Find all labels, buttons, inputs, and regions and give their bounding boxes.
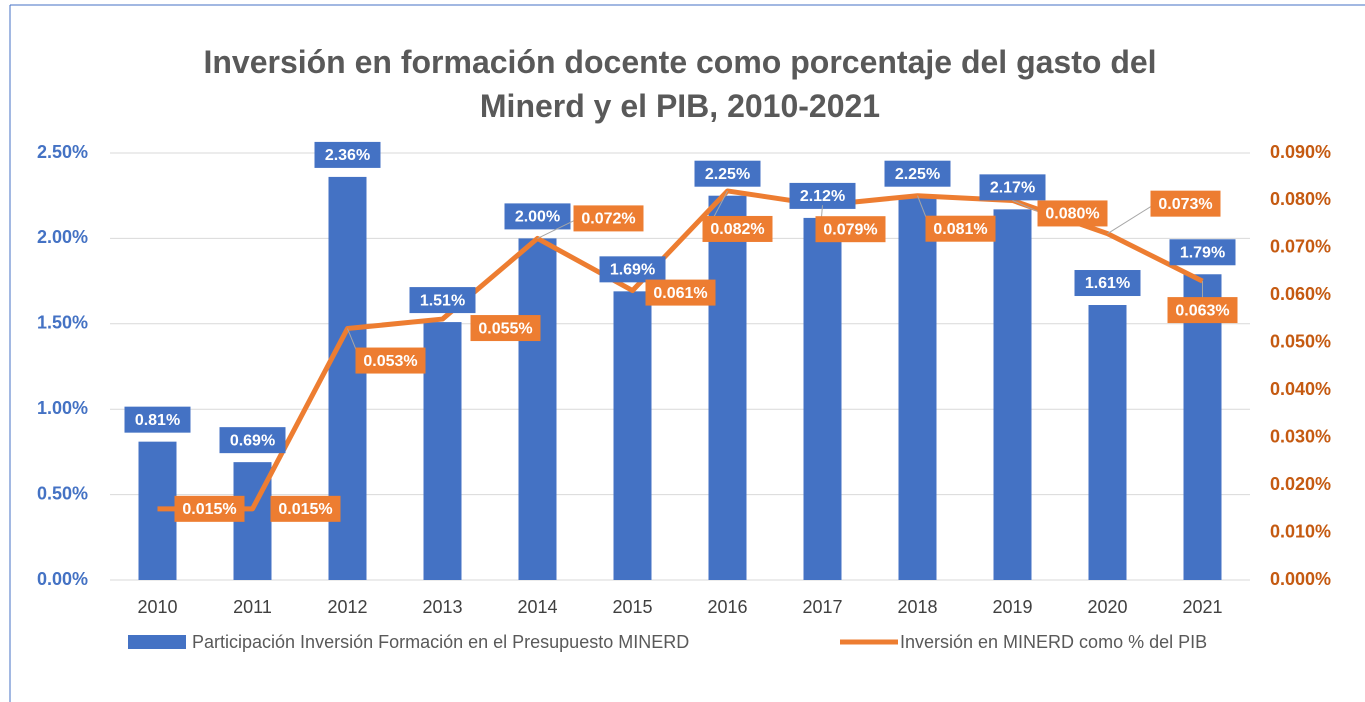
x-tick-label: 2015 [612,597,652,617]
line-value-label: 0.082% [710,221,764,238]
bar [1088,305,1127,580]
line-value-label-box [815,216,886,243]
legend-label: Inversión en MINERD como % del PIB [900,632,1207,652]
bar-value-label: 2.17% [990,180,1035,197]
line-value-label-box [174,495,245,522]
line-value-label-box [270,495,341,522]
line-value-label: 0.072% [581,211,635,228]
line-value-label: 0.055% [478,320,532,337]
bar-value-label-box [124,406,191,433]
line-value-label-box [1037,200,1108,227]
y2-tick-label: 0.030% [1270,426,1331,446]
bar [1183,274,1222,580]
bar-value-label-box [409,287,476,314]
bar-value-label-box [504,203,571,230]
y2-tick-label: 0.020% [1270,474,1331,494]
bar-value-label: 0.81% [135,412,180,429]
y2-tick-label: 0.050% [1270,332,1331,352]
bar-value-label: 0.69% [230,432,275,449]
y-tick-label: 2.50% [37,142,88,162]
y-tick-label: 0.00% [37,569,88,589]
x-tick-label: 2019 [992,597,1032,617]
bar-value-label-box [979,174,1046,201]
line-value-label-box [573,205,644,232]
bar [423,322,462,580]
line-value-label: 0.053% [363,353,417,370]
legend-label: Participación Inversión Formación en el … [192,632,689,652]
bar [518,238,557,580]
bar [613,291,652,580]
y-tick-label: 1.50% [37,313,88,333]
line-value-label: 0.015% [278,501,332,518]
y-tick-label: 0.50% [37,483,88,503]
x-tick-label: 2014 [517,597,557,617]
line-value-label-box [355,347,426,374]
line-value-label-box [702,215,773,242]
leader-line [1107,203,1156,235]
x-tick-label: 2013 [422,597,462,617]
bar-value-label-box [599,256,666,283]
line-value-label: 0.081% [933,221,987,238]
bar-value-label-box [314,141,381,168]
y-tick-label: 2.00% [37,227,88,247]
bar-value-label: 2.36% [325,147,370,164]
x-tick-label: 2011 [233,597,272,617]
bar-value-label: 2.25% [895,166,940,183]
y2-tick-label: 0.080% [1270,189,1331,209]
y2-tick-label: 0.000% [1270,569,1331,589]
x-tick-label: 2012 [327,597,367,617]
bar [993,209,1032,580]
legend-swatch [128,635,186,649]
bar-value-label-box [1169,239,1236,266]
bar [803,217,842,581]
line-value-label: 0.015% [182,501,236,518]
line-value-label: 0.063% [1175,302,1229,319]
bar-value-label-box [789,182,856,209]
bar-value-label-box [1074,270,1141,297]
y2-tick-label: 0.010% [1270,521,1331,541]
line [157,188,1204,512]
bar [898,195,937,580]
line-value-label: 0.080% [1045,206,1099,223]
bar-value-label-box [219,427,286,454]
line-value-label: 0.073% [1158,196,1212,213]
y2-tick-label: 0.060% [1270,284,1331,304]
leader-line [537,217,579,239]
chart-title: Inversión en formación docente como porc… [203,44,1157,124]
line-value-label: 0.079% [823,221,877,238]
y-tick-label: 1.00% [37,398,88,418]
x-tick-label: 2021 [1182,597,1222,617]
y2-tick-label: 0.070% [1270,237,1331,257]
line-value-label-box [1150,190,1221,217]
bar-value-label: 2.25% [705,166,750,183]
x-tick-label: 2016 [707,597,747,617]
x-tick-label: 2020 [1087,597,1127,617]
bar-value-label: 1.79% [1180,244,1225,261]
line-value-label: 0.061% [653,285,707,302]
y2-tick-label: 0.040% [1270,379,1331,399]
line-value-label-box [925,215,996,242]
bar-value-label: 2.12% [800,188,845,205]
bar-value-label: 1.51% [420,292,465,309]
x-tick-label: 2018 [897,597,937,617]
line-value-label-box [645,279,716,306]
bar-value-label: 2.00% [515,209,560,226]
bar-value-label-box [694,160,761,187]
bar [708,195,747,580]
line-value-label-box [1167,297,1238,324]
bar-value-label-box [884,160,951,187]
line-value-label-box [470,315,541,342]
bar-value-label: 1.61% [1085,275,1130,292]
x-tick-label: 2010 [137,597,177,617]
y2-tick-label: 0.090% [1270,142,1331,162]
x-tick-label: 2017 [802,597,842,617]
bar-value-label: 1.69% [610,262,655,279]
